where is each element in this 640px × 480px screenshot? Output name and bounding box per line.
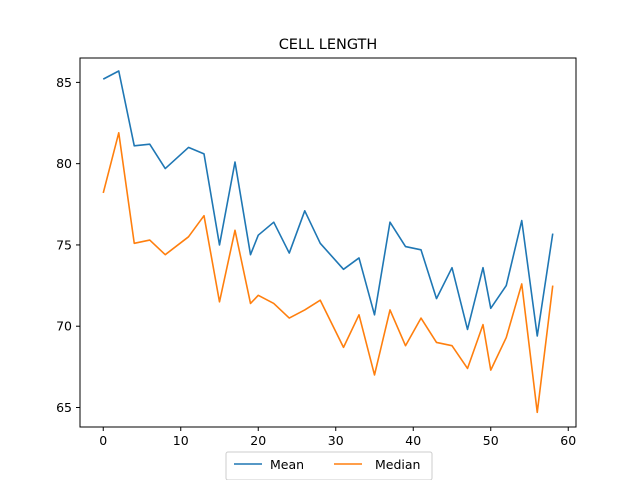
legend-label-mean: Mean	[270, 457, 304, 472]
y-tick-label: 80	[56, 156, 72, 171]
x-tick-label: 30	[328, 433, 344, 448]
plot-frame	[79, 57, 577, 428]
series-layer	[102, 70, 554, 414]
legend-label-median: Median	[375, 457, 420, 472]
x-tick-label: 60	[560, 433, 576, 448]
x-tick-label: 20	[250, 433, 266, 448]
x-tick-label: 0	[99, 433, 107, 448]
x-tick-label: 10	[173, 433, 189, 448]
y-tick-label: 70	[56, 319, 72, 334]
x-axis: 0 10 20 30 40 50 60	[99, 427, 576, 448]
x-tick-label: 40	[405, 433, 421, 448]
series-line-mean	[102, 70, 554, 337]
legend: Mean Median	[225, 451, 433, 480]
chart-title: CELL LENGTH	[279, 37, 378, 53]
y-axis: 65 70 75 80 85	[56, 75, 80, 415]
series-line-median	[102, 131, 554, 414]
legend-box	[225, 451, 433, 480]
y-tick-label: 85	[56, 75, 72, 90]
x-tick-label: 50	[483, 433, 499, 448]
y-tick-label: 75	[56, 237, 72, 252]
y-tick-label: 65	[56, 400, 72, 415]
